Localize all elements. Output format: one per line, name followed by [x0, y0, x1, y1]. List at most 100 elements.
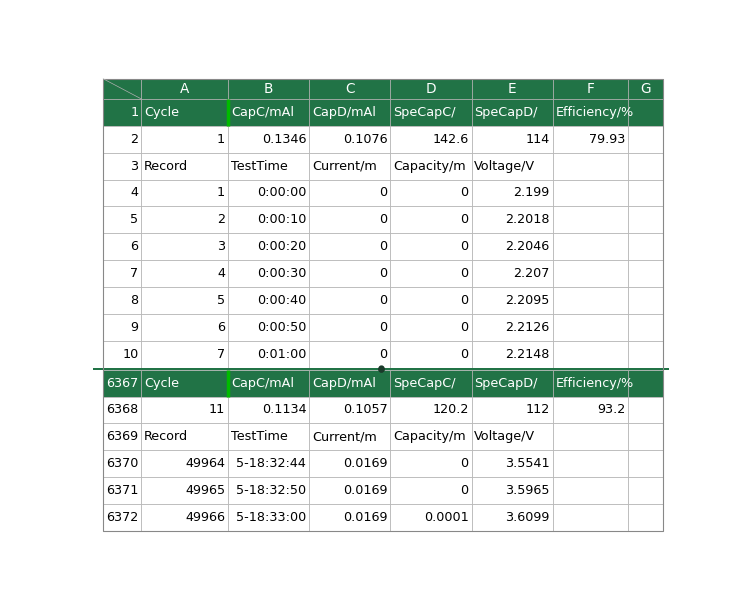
Bar	[472, 153, 553, 180]
Text: 4: 4	[131, 186, 138, 199]
Bar	[141, 126, 228, 153]
Bar	[141, 260, 228, 287]
Bar	[472, 370, 553, 397]
Bar	[141, 370, 228, 397]
Text: 3: 3	[130, 159, 138, 173]
Bar	[629, 504, 663, 531]
Text: 142.6: 142.6	[432, 133, 469, 146]
Text: 0:00:40: 0:00:40	[257, 294, 306, 307]
Bar	[553, 341, 629, 368]
Bar	[472, 207, 553, 233]
Text: 3: 3	[217, 240, 225, 253]
Text: 11: 11	[209, 404, 225, 416]
Bar	[103, 477, 141, 504]
Bar	[629, 341, 663, 368]
Bar	[228, 341, 309, 368]
Bar	[390, 341, 472, 368]
Bar	[390, 504, 472, 531]
Bar	[553, 314, 629, 341]
Text: F: F	[586, 82, 594, 96]
Bar	[228, 233, 309, 260]
Bar	[629, 126, 663, 153]
Text: TestTime: TestTime	[231, 430, 288, 443]
Text: D: D	[426, 82, 436, 96]
Bar	[309, 260, 390, 287]
Text: 0: 0	[461, 240, 469, 253]
Bar	[141, 287, 228, 314]
Bar	[141, 153, 228, 180]
Text: Current/m: Current/m	[312, 159, 377, 173]
Bar	[629, 450, 663, 477]
Bar	[141, 477, 228, 504]
Text: 0:00:30: 0:00:30	[257, 267, 306, 280]
Bar	[103, 207, 141, 233]
Bar	[472, 79, 553, 99]
Bar	[228, 287, 309, 314]
Bar	[228, 397, 309, 423]
Text: 0:00:20: 0:00:20	[257, 240, 306, 253]
Bar	[553, 260, 629, 287]
Bar	[390, 370, 472, 397]
Text: 0:01:00: 0:01:00	[257, 347, 306, 361]
Text: 2.2148: 2.2148	[505, 347, 550, 361]
Text: Efficiency/%: Efficiency/%	[556, 106, 634, 119]
Bar	[309, 370, 390, 397]
Bar	[629, 79, 663, 99]
Text: 93.2: 93.2	[597, 404, 626, 416]
Bar	[103, 180, 141, 207]
Text: 0.0169: 0.0169	[343, 511, 388, 524]
Bar	[390, 180, 472, 207]
Bar	[472, 504, 553, 531]
Text: 6368: 6368	[106, 404, 138, 416]
Text: 1: 1	[217, 133, 225, 146]
Bar	[553, 233, 629, 260]
Text: 0: 0	[380, 240, 388, 253]
Bar	[228, 477, 309, 504]
Bar	[309, 504, 390, 531]
Bar	[228, 423, 309, 450]
Text: 79.93: 79.93	[589, 133, 626, 146]
Bar	[472, 314, 553, 341]
Bar	[629, 99, 663, 126]
Bar	[390, 79, 472, 99]
Bar	[553, 423, 629, 450]
Text: 0.1346: 0.1346	[262, 133, 306, 146]
Text: 49965: 49965	[185, 484, 225, 497]
Bar	[228, 260, 309, 287]
Bar	[103, 126, 141, 153]
Text: 0: 0	[461, 267, 469, 280]
Bar	[629, 370, 663, 397]
Text: CapD/mAl: CapD/mAl	[312, 377, 376, 389]
Text: 112: 112	[525, 404, 550, 416]
Bar	[141, 397, 228, 423]
Text: E: E	[507, 82, 516, 96]
Text: 6369: 6369	[106, 430, 138, 443]
Text: Voltage/V: Voltage/V	[474, 159, 536, 173]
Bar	[390, 153, 472, 180]
Text: 5-18:32:50: 5-18:32:50	[236, 484, 306, 497]
Bar	[472, 477, 553, 504]
Text: B: B	[264, 82, 273, 96]
Text: 2.2018: 2.2018	[505, 213, 550, 226]
Text: 10: 10	[122, 347, 138, 361]
Bar	[629, 287, 663, 314]
Bar	[228, 504, 309, 531]
Bar	[228, 99, 309, 126]
Text: 7: 7	[217, 347, 225, 361]
Bar	[629, 314, 663, 341]
Bar	[309, 314, 390, 341]
Text: 9: 9	[131, 320, 138, 334]
Text: CapC/mAl: CapC/mAl	[231, 377, 294, 389]
Text: C: C	[345, 82, 354, 96]
Text: 2: 2	[217, 213, 225, 226]
Text: 3.5541: 3.5541	[505, 457, 550, 470]
Bar	[228, 314, 309, 341]
Text: 3.6099: 3.6099	[505, 511, 550, 524]
Bar	[228, 79, 309, 99]
Text: 0: 0	[380, 267, 388, 280]
Text: 0: 0	[461, 320, 469, 334]
Text: 0.0169: 0.0169	[343, 457, 388, 470]
Text: 49966: 49966	[185, 511, 225, 524]
Bar	[553, 79, 629, 99]
Text: 5: 5	[217, 294, 225, 307]
